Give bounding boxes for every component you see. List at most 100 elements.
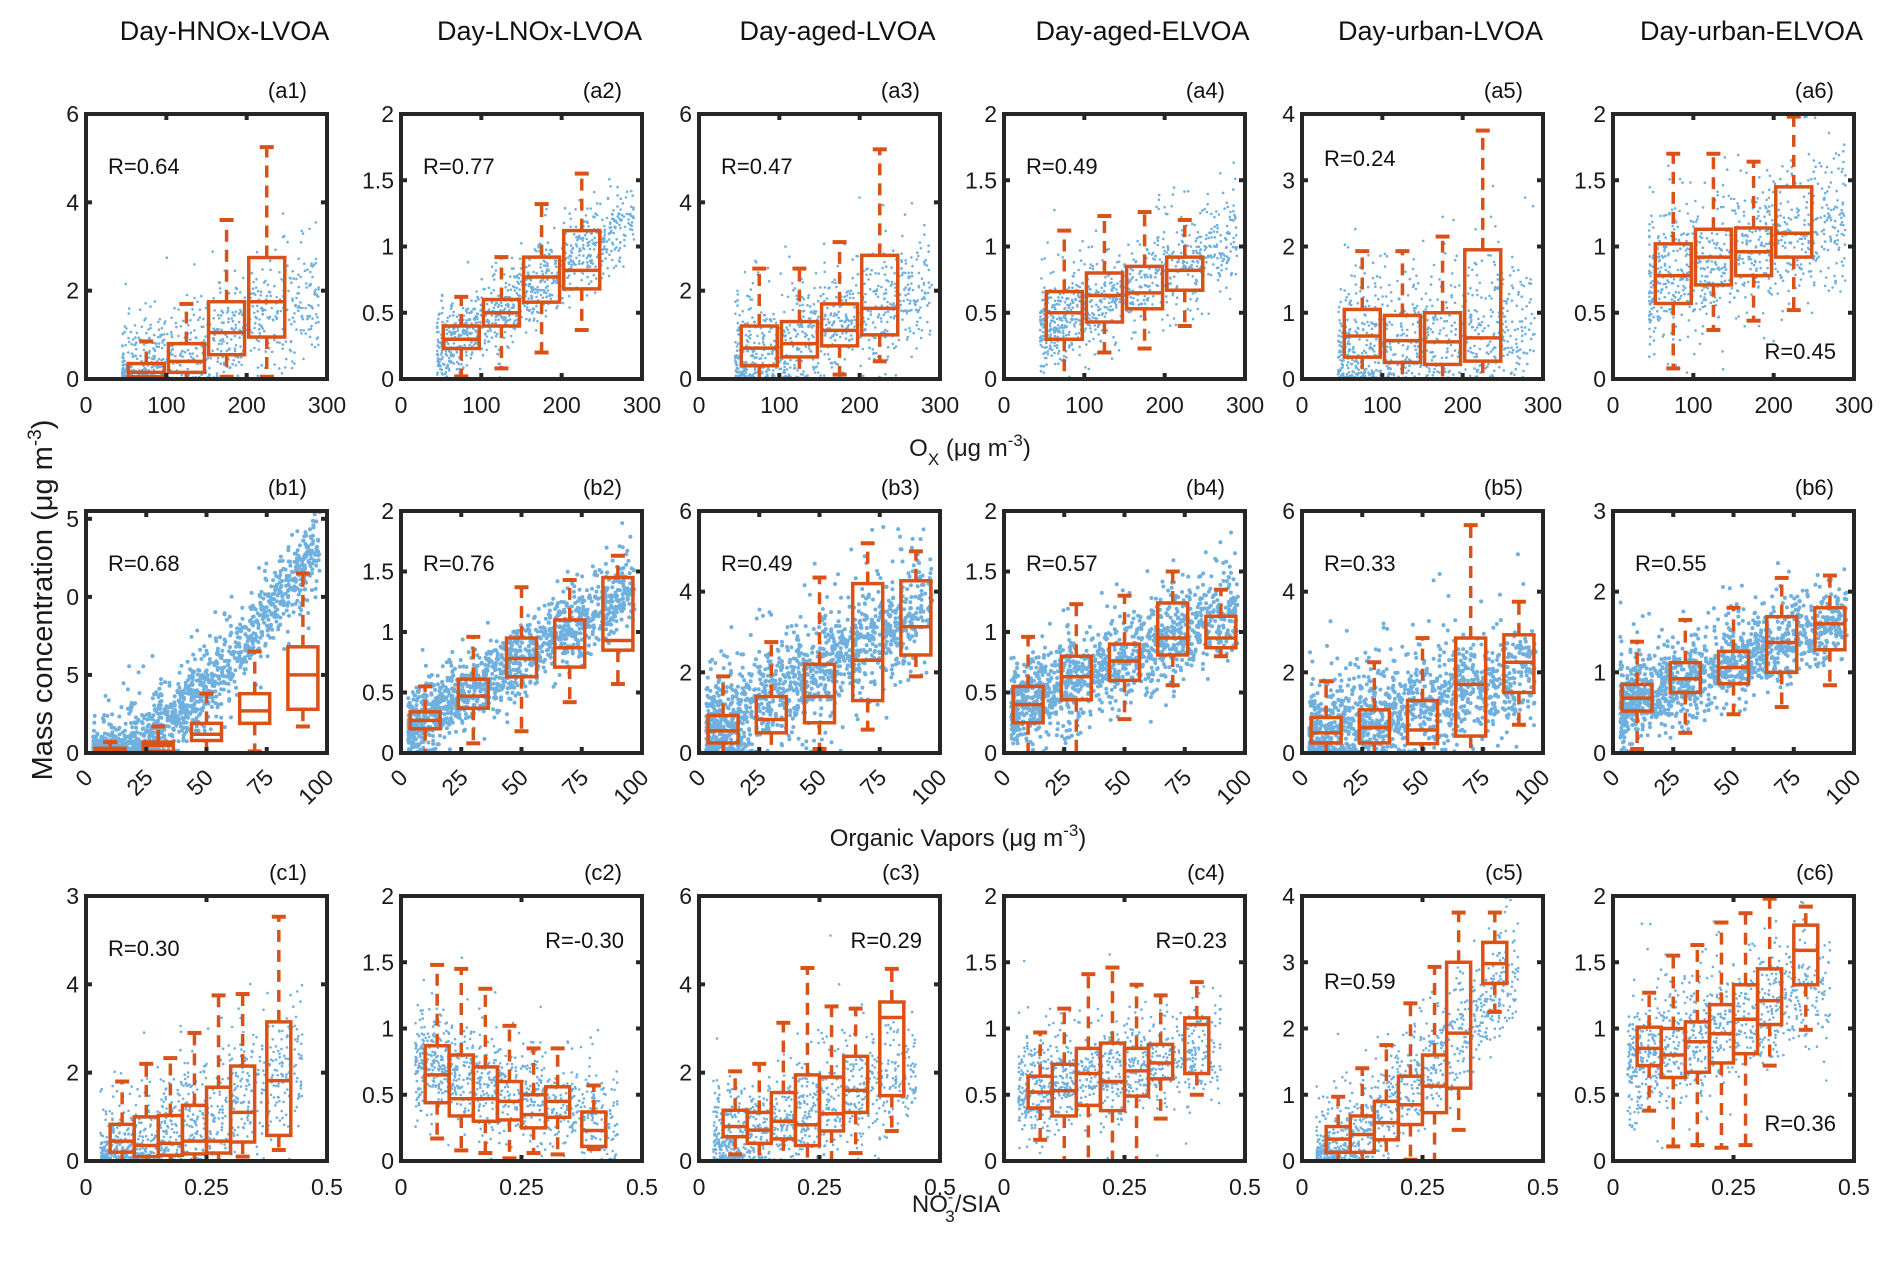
scatter-point	[149, 305, 152, 308]
scatter-point	[920, 329, 924, 332]
y-tick-label: 1.5	[965, 167, 997, 193]
scatter-point	[594, 265, 597, 269]
scatter-point	[1050, 341, 1053, 344]
scatter-point	[506, 289, 510, 292]
scatter-point	[772, 374, 776, 378]
column-title: Day-HNOx-LVOA	[120, 16, 330, 46]
scatter-point	[1771, 223, 1775, 226]
scatter-point	[532, 317, 536, 321]
scatter-point	[219, 314, 223, 317]
scatter-point	[474, 341, 478, 345]
scatter-point	[1672, 249, 1675, 253]
scatter-point	[1210, 227, 1213, 231]
scatter-point	[554, 261, 557, 265]
scatter-point	[1784, 246, 1787, 250]
scatter-point	[1134, 331, 1137, 334]
scatter-point	[1424, 292, 1428, 295]
scatter-point	[1784, 269, 1788, 272]
scatter-point	[449, 353, 453, 356]
scatter-point	[1165, 300, 1169, 304]
scatter-point	[478, 367, 482, 371]
scatter-point	[1185, 261, 1189, 265]
scatter-point	[315, 293, 319, 296]
scatter-point	[1648, 269, 1651, 273]
scatter-point	[632, 216, 635, 220]
scatter-point	[1233, 213, 1236, 217]
scatter-point	[779, 367, 783, 371]
scatter-point	[1710, 267, 1714, 271]
scatter-point	[789, 358, 792, 362]
scatter-point	[1676, 284, 1680, 288]
scatter-point	[1743, 325, 1746, 328]
scatter-point	[1765, 232, 1769, 236]
scatter-point	[544, 286, 548, 289]
scatter-point	[830, 323, 834, 327]
scatter-point	[233, 347, 237, 351]
scatter-point	[535, 295, 538, 299]
scatter-point	[193, 296, 196, 300]
scatter-point	[1807, 179, 1810, 182]
box-iqr	[1124, 264, 1165, 311]
scatter-point	[474, 315, 477, 318]
scatter-point	[315, 337, 319, 340]
scatter-point	[1501, 335, 1505, 339]
scatter-point	[160, 326, 164, 330]
scatter-point	[566, 276, 569, 280]
scatter-point	[219, 339, 222, 342]
scatter-point	[455, 315, 459, 319]
scatter-point	[1837, 167, 1840, 170]
scatter-point	[1050, 305, 1054, 309]
scatter-point	[1515, 342, 1518, 346]
scatter-point	[451, 332, 455, 335]
scatter-point	[1826, 248, 1830, 252]
scatter-point	[1341, 363, 1345, 367]
scatter-point	[810, 310, 813, 313]
scatter-point	[1207, 255, 1211, 259]
scatter-point	[1481, 329, 1484, 333]
scatter-point	[504, 321, 508, 325]
column-title: Day-urban-ELVOA	[1640, 16, 1863, 46]
scatter-point	[884, 372, 887, 376]
scatter-point	[1505, 302, 1508, 305]
scatter-point	[494, 322, 497, 325]
scatter-point	[824, 323, 828, 327]
scatter-point	[1431, 316, 1435, 319]
y-tick-label: 6	[66, 101, 79, 127]
scatter-point	[1476, 293, 1479, 297]
scatter-point	[1832, 207, 1836, 211]
scatter-point	[1152, 294, 1155, 298]
scatter-point	[859, 364, 862, 368]
scatter-point	[219, 349, 223, 353]
scatter-point	[303, 269, 307, 273]
scatter-point	[1676, 268, 1680, 272]
scatter-point	[738, 314, 741, 317]
scatter-point	[1510, 320, 1514, 324]
scatter-point	[1206, 192, 1210, 196]
scatter-point	[275, 316, 279, 320]
scatter-point	[462, 314, 466, 318]
scatter-point	[539, 266, 542, 269]
scatter-point	[629, 205, 633, 209]
scatter-point	[1389, 291, 1393, 294]
scatter-point	[525, 317, 528, 321]
scatter-point	[927, 268, 931, 272]
scatter-point	[1042, 365, 1046, 368]
scatter-point	[1179, 251, 1183, 255]
scatter-point	[762, 343, 766, 347]
scatter-point	[614, 220, 617, 223]
scatter-point	[806, 303, 809, 307]
scatter-point	[160, 358, 163, 362]
scatter-point	[518, 288, 521, 291]
scatter-point	[807, 347, 811, 350]
scatter-point	[1648, 317, 1651, 321]
scatter-point	[1521, 329, 1524, 333]
scatter-point	[1339, 288, 1343, 291]
scatter-point	[1525, 276, 1528, 280]
scatter-point	[876, 295, 880, 299]
scatter-point	[1056, 335, 1059, 339]
scatter-point	[1839, 290, 1842, 293]
scatter-point	[618, 223, 621, 227]
scatter-point	[450, 333, 453, 337]
scatter-point	[1468, 316, 1472, 319]
scatter-point	[823, 261, 826, 264]
